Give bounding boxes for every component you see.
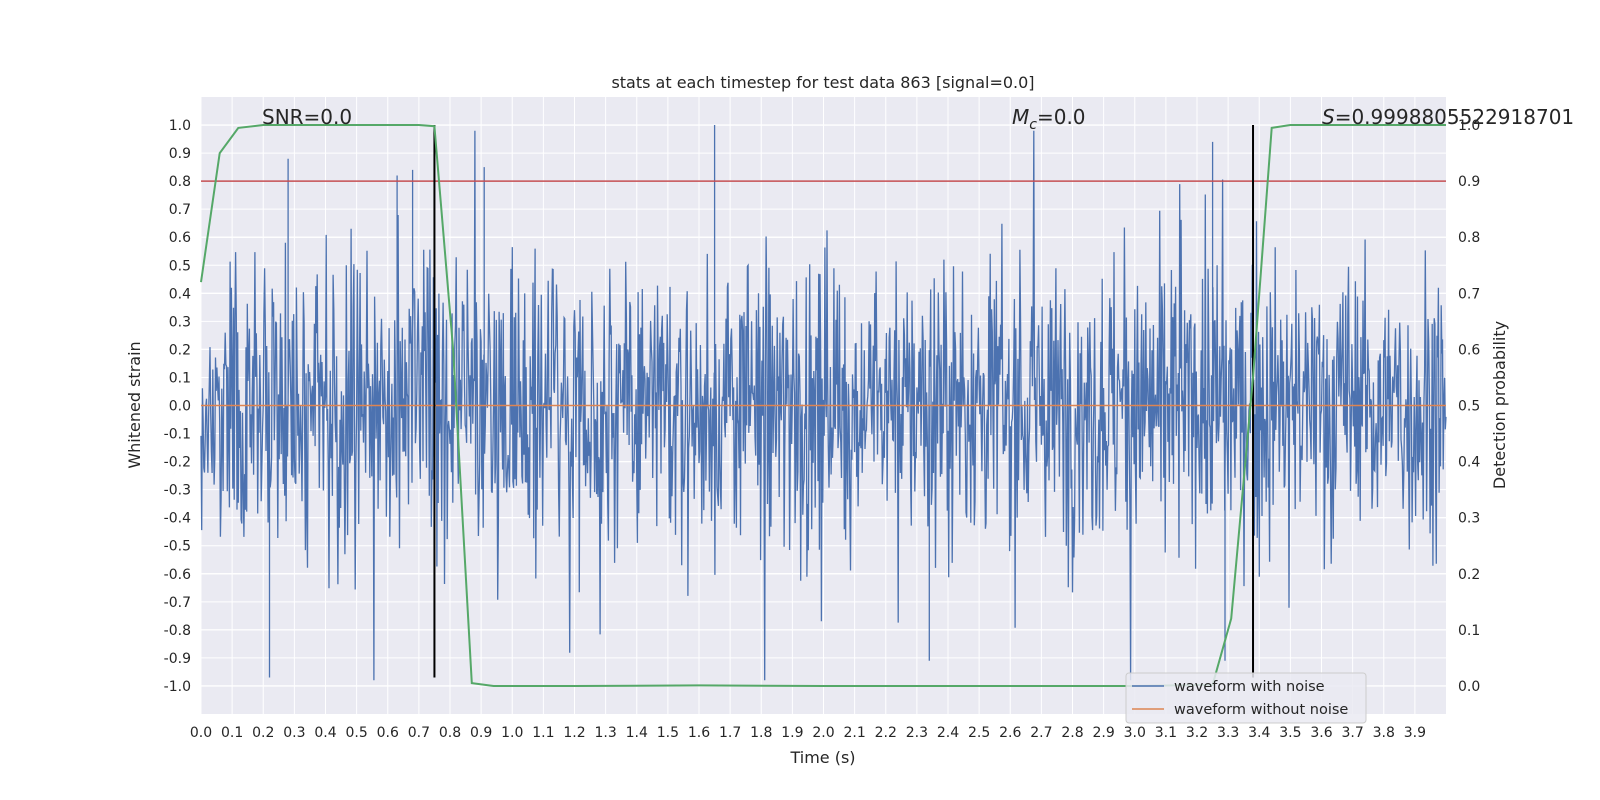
chirp-mass-symbol: M	[1012, 105, 1029, 129]
x-tick-label: 3.0	[1124, 725, 1146, 741]
series-waveform-with-noise	[200, 125, 1447, 681]
x-tick-label: 3.6	[1310, 725, 1332, 741]
x-tick-label: 0.8	[439, 725, 461, 741]
x-tick-label: 2.3	[906, 725, 928, 741]
x-tick-label: 1.8	[750, 725, 772, 741]
y-tick-labels: 1.0 0.9 0.8 0.7 0.6 0.5 0.4 0.3 0.2 0.1 0.0 -0.1 -0.…	[164, 118, 191, 695]
y-tick-label: -0.7	[164, 595, 191, 611]
x-tick-label: 1.0	[501, 725, 523, 741]
x-tick-label: 1.6	[688, 725, 710, 741]
chart-title: stats at each timestep for test data 863…	[611, 73, 1034, 92]
x-tick-label: 3.3	[1217, 725, 1239, 741]
y-tick-label: 0.0	[169, 399, 191, 415]
x-tick-label: 3.2	[1186, 725, 1208, 741]
y-tick-label: 1.0	[169, 118, 191, 134]
y-tick-label: -0.1	[164, 427, 191, 443]
x-tick-label: 2.4	[937, 725, 959, 741]
x-tick-label: 0.5	[345, 725, 367, 741]
y2-tick-label: 0.8	[1458, 230, 1480, 246]
x-tick-label: 2.9	[1092, 725, 1114, 741]
y-tick-label: 0.6	[169, 230, 191, 246]
y2-tick-label: 0.1	[1458, 623, 1480, 639]
chirp-mass-annotation: Mc=0.0	[1012, 105, 1086, 133]
x-tick-label: 1.2	[563, 725, 585, 741]
y2-tick-label: 0.3	[1458, 511, 1480, 527]
y2-tick-label: 0.4	[1458, 455, 1480, 471]
y-tick-label: -0.5	[164, 539, 191, 555]
y-tick-label: -0.2	[164, 455, 191, 471]
x-tick-label: 0.9	[470, 725, 492, 741]
x-tick-label: 1.9	[781, 725, 803, 741]
x-tick-label: 1.4	[626, 725, 648, 741]
x-tick-label: 0.1	[221, 725, 243, 741]
y2-tick-label: 0.5	[1458, 399, 1480, 415]
y-tick-label: 0.4	[169, 286, 191, 302]
y-tick-label: -0.8	[164, 623, 191, 639]
y2-tick-label: 0.6	[1458, 342, 1480, 358]
chirp-mass-value: =0.0	[1037, 105, 1086, 129]
x-tick-label: 0.3	[283, 725, 305, 741]
y-tick-label: 0.7	[169, 202, 191, 218]
score-value: =0.999880552291870​1	[1335, 105, 1574, 129]
y2-tick-label: 0.7	[1458, 286, 1480, 302]
y-tick-label: -0.9	[164, 651, 191, 667]
y2-tick-labels: 1.0 0.9 0.8 0.7 0.6 0.5 0.4 0.3 0.2 0.1 0.0	[1458, 118, 1480, 695]
y2-tick-label: 0.2	[1458, 567, 1480, 583]
legend: waveform with noise waveform without noi…	[1125, 672, 1367, 724]
y-tick-label: -0.6	[164, 567, 191, 583]
noise-trace	[200, 125, 1447, 681]
x-tick-label: 3.8	[1373, 725, 1395, 741]
y-tick-label: 0.2	[169, 342, 191, 358]
x-tick-label: 2.2	[875, 725, 897, 741]
legend-box	[1125, 672, 1367, 724]
y-tick-label: 0.5	[169, 258, 191, 274]
y2-tick-label: 1.0	[1458, 118, 1480, 134]
x-tick-label: 2.0	[812, 725, 834, 741]
series-detection-probability	[200, 124, 1446, 687]
chirp-mass-subscript: c	[1029, 117, 1037, 133]
x-tick-label: 3.4	[1248, 725, 1270, 741]
y-tick-label: -0.3	[164, 483, 191, 499]
legend-label-noise: waveform with noise	[1174, 679, 1325, 695]
score-symbol: S	[1322, 105, 1335, 129]
legend-label-clean: waveform without noise	[1174, 702, 1348, 718]
y-axis-label: Whitened strain	[125, 341, 144, 468]
y2-tick-label: 0.0	[1458, 679, 1480, 695]
score-annotation: S=0.999880552291870​1	[1322, 105, 1574, 129]
x-tick-label: 0.2	[252, 725, 274, 741]
x-tick-label: 1.5	[657, 725, 679, 741]
x-tick-label: 2.1	[843, 725, 865, 741]
x-tick-label: 1.7	[719, 725, 741, 741]
y-tick-label: 0.3	[169, 314, 191, 330]
x-tick-label: 0.7	[408, 725, 430, 741]
x-tick-label: 2.7	[1030, 725, 1052, 741]
y2-tick-label: 0.9	[1458, 174, 1480, 190]
x-tick-label: 0.0	[190, 725, 212, 741]
y-tick-label: 0.9	[169, 146, 191, 162]
y-tick-label: 0.8	[169, 174, 191, 190]
x-tick-label: 1.3	[594, 725, 616, 741]
x-tick-label: 2.8	[1061, 725, 1083, 741]
x-tick-label: 0.6	[377, 725, 399, 741]
y-tick-label: -0.4	[164, 511, 191, 527]
x-tick-label: 1.1	[532, 725, 554, 741]
x-axis-label: Time (s)	[789, 748, 855, 767]
x-tick-label: 3.1	[1155, 725, 1177, 741]
x-tick-label: 2.6	[999, 725, 1021, 741]
x-tick-label: 3.7	[1341, 725, 1363, 741]
detection-markers	[433, 125, 1255, 678]
x-tick-label: 3.5	[1279, 725, 1301, 741]
y2-axis-label: Detection probability	[1490, 321, 1509, 489]
y-tick-label: -1.0	[164, 679, 191, 695]
y-tick-label: 0.1	[169, 370, 191, 386]
x-tick-labels: 0.0 0.1 0.2 0.3 0.4 0.5 0.6 0.7 0.8 0.9 1.0 1.1 1.2 1…	[190, 725, 1426, 741]
x-tick-label: 2.5	[968, 725, 990, 741]
x-tick-label: 0.4	[314, 725, 336, 741]
snr-annotation: SNR=0.0	[262, 105, 352, 129]
x-tick-label: 3.9	[1404, 725, 1426, 741]
